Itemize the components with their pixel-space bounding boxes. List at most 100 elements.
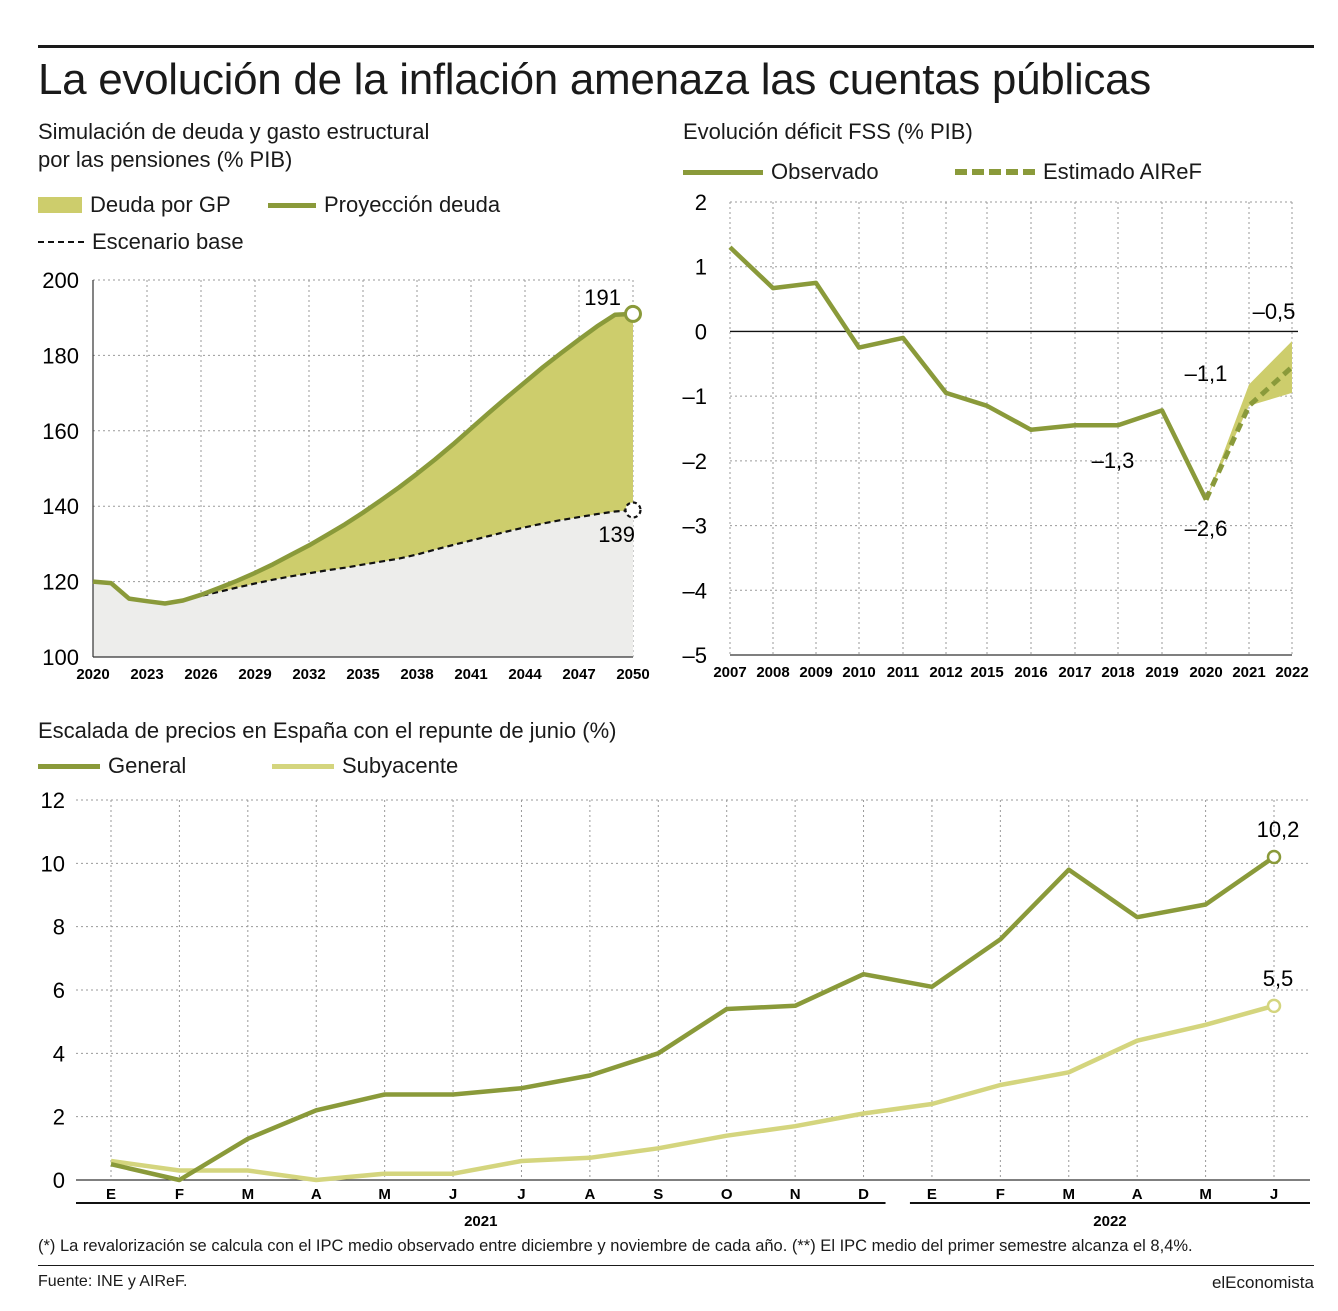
brand-name: elEconomista <box>1211 1273 1314 1292</box>
legend-swatch-line <box>272 763 334 769</box>
x-tick-label: J <box>517 1186 525 1203</box>
x-tick-label: 2023 <box>130 666 163 683</box>
x-tick-label: A <box>1132 1186 1143 1203</box>
observado-line <box>728 245 1209 501</box>
legend-label: General <box>108 753 187 778</box>
y-tick-label: 120 <box>42 570 79 595</box>
chart2-legend-observado: Observado <box>683 159 879 185</box>
x-tick-label: 2044 <box>508 666 542 683</box>
x-tick-label: A <box>311 1186 322 1203</box>
x-tick-label: 2026 <box>184 666 217 683</box>
end-marker-139 <box>624 501 642 519</box>
chart2-title: Evolución déficit FSS (% PIB) <box>683 119 973 144</box>
chart2-legend-estimado: Estimado AIReF <box>955 159 1202 185</box>
legend-swatch-line <box>683 169 763 175</box>
chart1-title-line1: Simulación de deuda y gasto estructural <box>38 119 430 144</box>
x-tick-label: 2032 <box>292 666 325 683</box>
y-tick-label: 2 <box>53 1105 65 1130</box>
legend-label: Observado <box>771 159 879 184</box>
deuda-gp-area <box>183 313 633 601</box>
x-tick-label: N <box>790 1186 801 1203</box>
y-tick-label: 8 <box>53 915 65 940</box>
legend-label: Escenario base <box>92 229 244 254</box>
legend-swatch-dashed <box>955 169 1035 175</box>
legend-swatch-line <box>38 763 100 769</box>
x-tick-label: 2016 <box>1014 664 1047 681</box>
x-tick-label: 2009 <box>799 664 832 681</box>
x-tick-label: 2007 <box>713 664 746 681</box>
x-tick-label: M <box>242 1186 255 1203</box>
annotation-label: –2,6 <box>1185 516 1228 541</box>
annotation-label: 191 <box>584 285 621 310</box>
legend-swatch-dashed <box>38 241 84 243</box>
year-label: 2021 <box>464 1213 497 1230</box>
proyeccion-deuda-line <box>92 311 634 606</box>
y-tick-label: –5 <box>683 643 707 668</box>
end-marker-191 <box>624 304 642 323</box>
x-tick-label: 2021 <box>1232 664 1265 681</box>
x-tick-label: 2008 <box>756 664 789 681</box>
x-tick-label: 2020 <box>1189 664 1222 681</box>
x-tick-label: D <box>858 1186 869 1203</box>
x-tick-label: 2015 <box>970 664 1003 681</box>
chart3-title: Escalada de precios en España con el rep… <box>38 718 617 743</box>
y-tick-label: 200 <box>42 268 79 293</box>
x-tick-label: 2017 <box>1058 664 1091 681</box>
annotation-label: 139 <box>598 522 635 547</box>
y-tick-label: 100 <box>42 645 79 670</box>
x-tick-label: M <box>1063 1186 1076 1203</box>
chart3-legend-general: General <box>38 753 186 779</box>
y-tick-label: 6 <box>53 978 65 1003</box>
x-tick-label: M <box>378 1186 391 1203</box>
x-tick-label: 2018 <box>1101 664 1134 681</box>
x-tick-label: 2038 <box>400 666 433 683</box>
x-tick-label: 2012 <box>929 664 962 681</box>
y-tick-label: –2 <box>683 449 707 474</box>
x-tick-label: A <box>584 1186 595 1203</box>
chart1-title-line2: por las pensiones (% PIB) <box>38 147 293 172</box>
y-tick-label: 12 <box>41 788 65 813</box>
legend-label: Estimado AIReF <box>1043 159 1202 184</box>
chart1-legend-deuda-gp: Deuda por GP <box>38 192 231 218</box>
year-label: 2022 <box>1093 1213 1126 1230</box>
x-tick-label: 2029 <box>238 666 271 683</box>
footnote: (*) La revalorización se calcula con el … <box>38 1237 1193 1255</box>
y-tick-label: 4 <box>53 1041 65 1066</box>
end-marker-general <box>1266 849 1282 865</box>
x-tick-label: J <box>449 1186 457 1203</box>
y-tick-label: 10 <box>41 851 65 876</box>
annotation-label: 5,5 <box>1263 966 1294 991</box>
legend-swatch-area <box>38 197 82 213</box>
chart3-legend-subyacente: Subyacente <box>272 753 458 779</box>
annotation-label: –0,5 <box>1253 299 1296 324</box>
x-tick-label: 2035 <box>346 666 379 683</box>
x-tick-label: 2022 <box>1275 664 1308 681</box>
x-tick-label: 2050 <box>616 666 649 683</box>
y-tick-label: 0 <box>695 319 707 344</box>
x-tick-label: 2011 <box>887 664 920 681</box>
x-tick-label: 2019 <box>1145 664 1178 681</box>
headline: La evolución de la inflación amenaza las… <box>38 55 1151 104</box>
y-tick-label: 2 <box>695 190 707 215</box>
legend-label: Deuda por GP <box>90 192 231 217</box>
y-tick-label: 140 <box>42 494 79 519</box>
y-tick-label: 160 <box>42 419 79 444</box>
x-tick-label: E <box>106 1186 116 1203</box>
annotation-label: –1,3 <box>1092 448 1135 473</box>
x-tick-label: F <box>996 1186 1005 1203</box>
chart1-legend-escenario: Escenario base <box>38 229 244 255</box>
y-tick-label: 180 <box>42 343 79 368</box>
y-tick-label: –3 <box>683 514 707 539</box>
y-tick-label: 0 <box>53 1168 65 1193</box>
estimado-line <box>1203 365 1294 501</box>
x-tick-label: 2010 <box>842 664 875 681</box>
estimate-band <box>1206 341 1292 500</box>
y-tick-label: –1 <box>683 384 707 409</box>
x-tick-label: 2041 <box>454 666 487 683</box>
x-tick-label: S <box>653 1186 663 1203</box>
x-tick-label: O <box>721 1186 733 1203</box>
x-tick-label: 2047 <box>562 666 595 683</box>
source-note: Fuente: INE y AIReF. <box>38 1273 188 1290</box>
y-tick-label: –4 <box>683 578 707 603</box>
